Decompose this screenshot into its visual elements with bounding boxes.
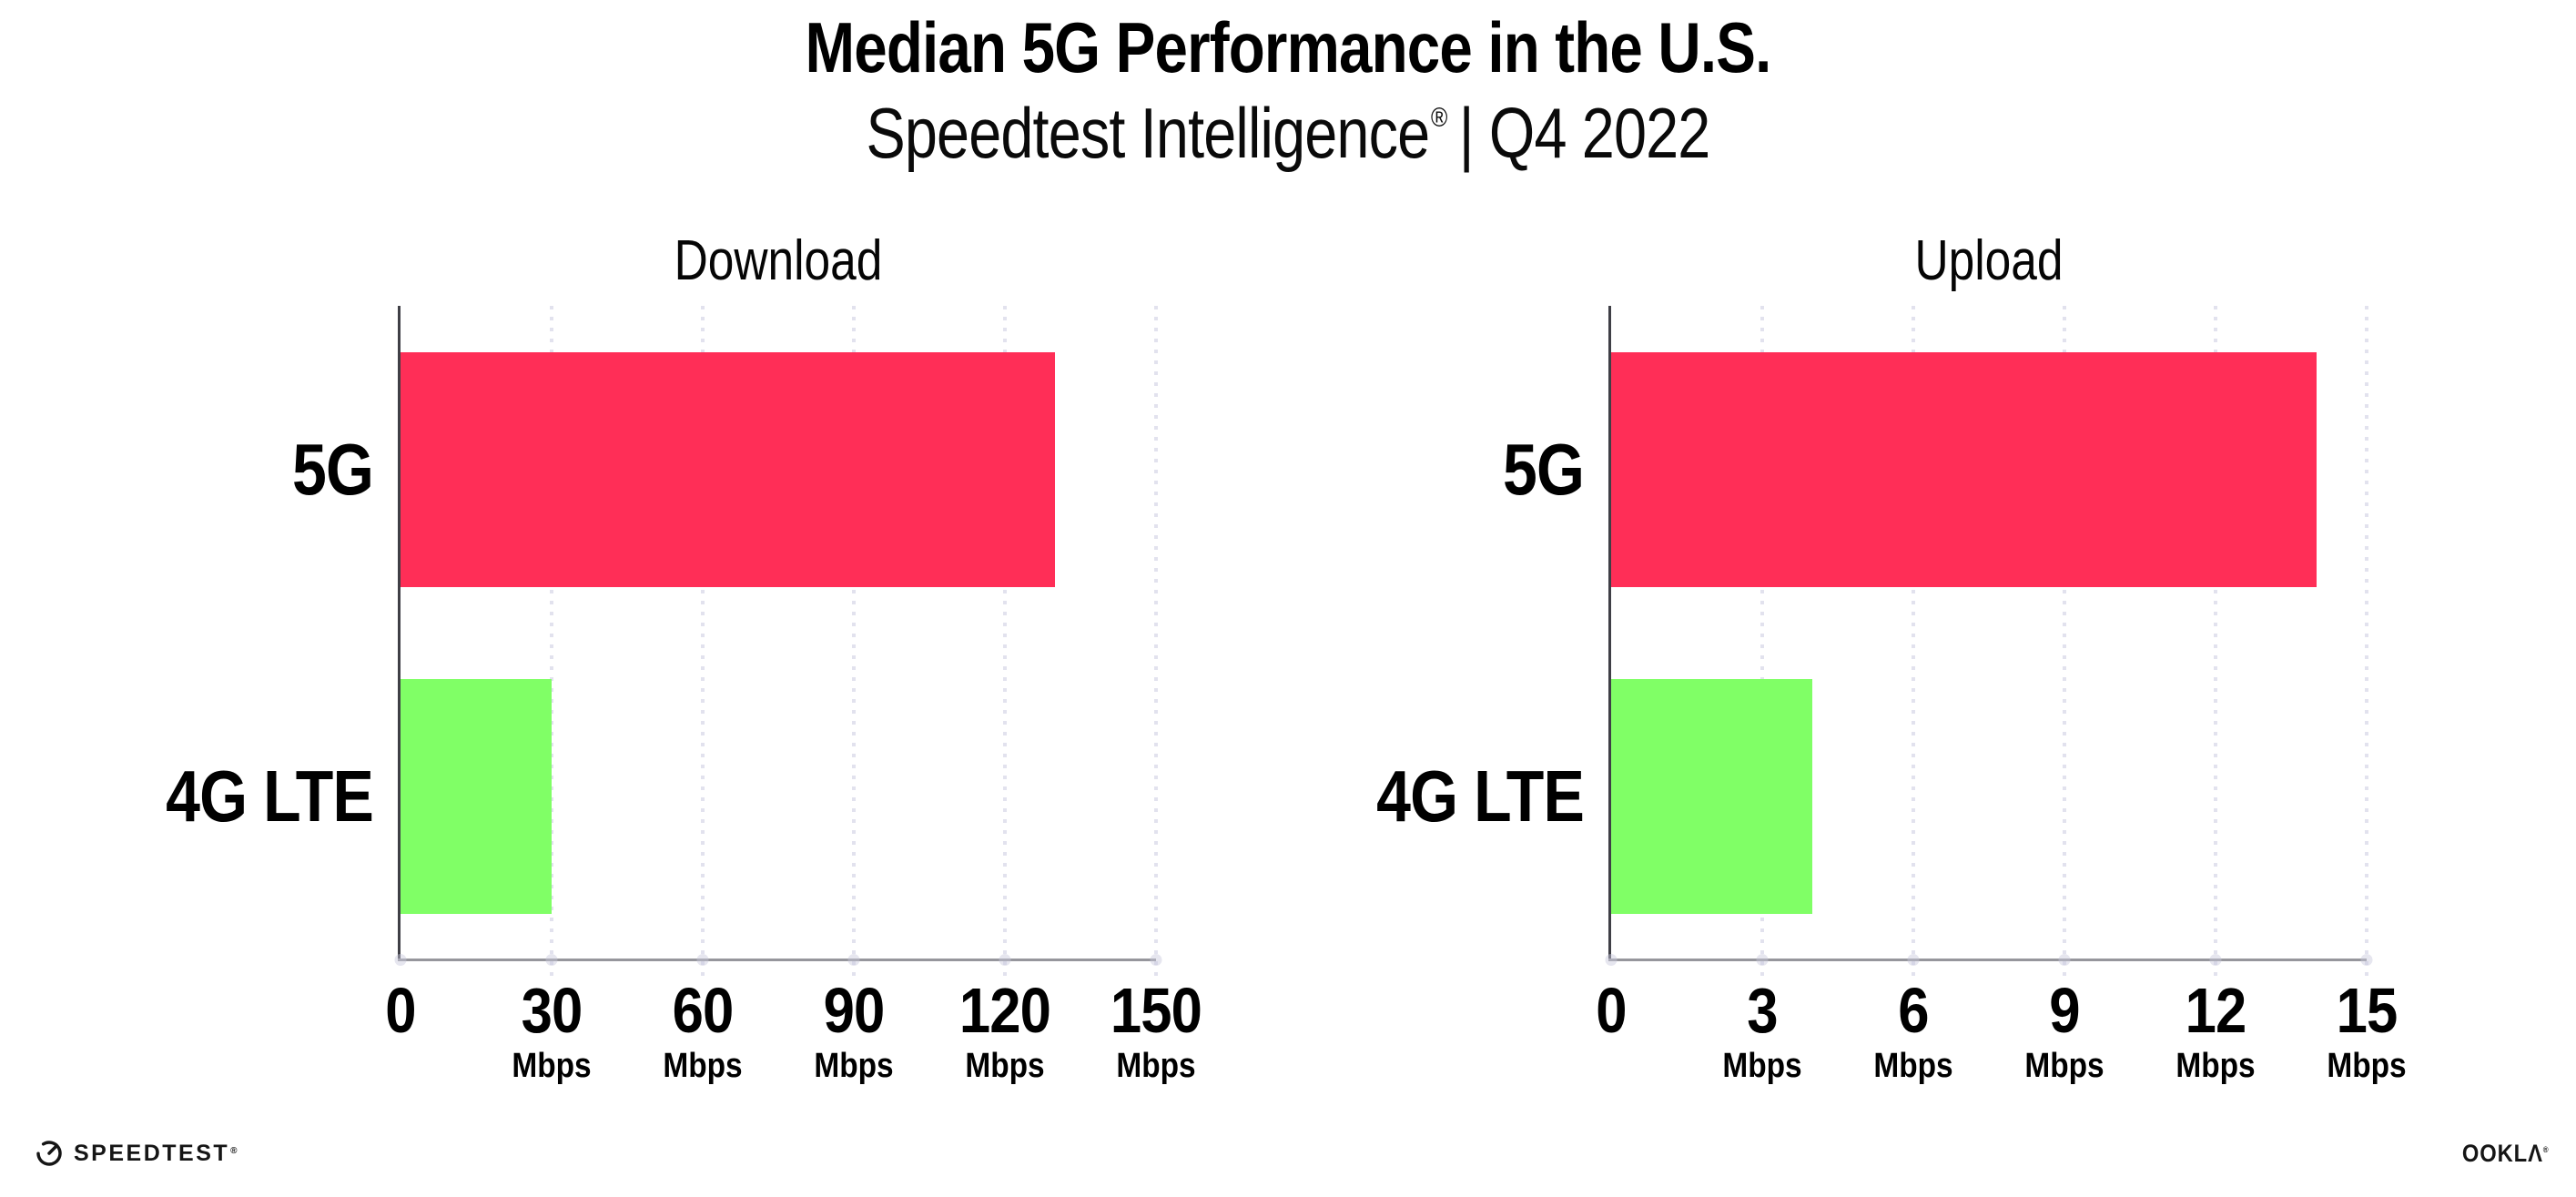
upload-chart: Upload 5G 4G LTE 0 3 Mbps 6 Mbps 9 Mbps 12 Mbps 15…	[1329, 209, 2421, 1106]
axis-tick-dot	[2360, 954, 2373, 966]
x-tick-unit: Mbps	[2024, 1047, 2104, 1085]
axis-tick-dot	[2209, 954, 2222, 966]
bar-4g-lte	[401, 679, 552, 914]
x-tick: 90 Mbps	[814, 979, 893, 1083]
axis-tick-dot	[394, 954, 407, 966]
x-tick-value: 12	[2185, 975, 2247, 1046]
category-label-5g: 5G	[291, 429, 374, 510]
x-tick-unit: Mbps	[2327, 1047, 2407, 1085]
speedtest-label: SPEEDTEST	[74, 1140, 230, 1166]
ookla-label: OOKLΛ	[2462, 1140, 2544, 1167]
x-tick-unit: Mbps	[1116, 1047, 1196, 1085]
x-tick-value: 6	[1898, 975, 1929, 1046]
x-tick: 15 Mbps	[2327, 979, 2406, 1083]
x-tick: 0	[1596, 975, 1627, 1046]
plot-area: 5G 4G LTE	[166, 306, 1162, 982]
subtitle-brand: Speedtest Intelligence	[866, 93, 1431, 173]
axis-tick-dot	[1756, 954, 1769, 966]
gridline	[2214, 306, 2217, 982]
x-tick: 30 Mbps	[512, 979, 591, 1083]
x-tick-value: 90	[823, 975, 886, 1046]
x-tick-value: 150	[1110, 975, 1202, 1046]
x-tick-unit: Mbps	[1873, 1047, 1953, 1085]
subtitle-period: | Q4 2022	[1458, 93, 1711, 173]
gridline	[2063, 306, 2066, 982]
y-axis	[1608, 306, 1611, 961]
x-tick-value: 120	[958, 975, 1051, 1046]
category-label-4g-lte: 4G LTE	[1376, 756, 1585, 837]
chart-title-download: Download	[674, 229, 883, 292]
axis-tick-dot	[545, 954, 558, 966]
x-tick-unit: Mbps	[814, 1047, 894, 1085]
bar-4g-lte	[1611, 679, 1813, 914]
x-tick-value: 0	[385, 975, 416, 1046]
speedtest-wordmark: SPEEDTEST®	[74, 1140, 238, 1166]
x-tick: 60 Mbps	[663, 979, 742, 1083]
gridline	[1003, 306, 1007, 982]
x-tick-unit: Mbps	[512, 1047, 592, 1085]
axis-tick-dot	[999, 954, 1011, 966]
bar-5g	[1611, 352, 2317, 587]
bar-5g	[401, 352, 1056, 587]
page-subtitle: Speedtest Intelligence® | Q4 2022	[219, 95, 2358, 171]
speedtest-logo: SPEEDTEST®	[35, 1135, 238, 1172]
ookla-registered-mark: ®	[2543, 1145, 2549, 1154]
axis-tick-dot	[847, 954, 860, 966]
axis-tick-dot	[696, 954, 709, 966]
x-tick-value: 3	[1747, 975, 1778, 1046]
axis-tick-dot	[1907, 954, 1920, 966]
x-axis	[398, 959, 1156, 961]
ookla-logo: OOKLΛ®	[2450, 1141, 2549, 1166]
x-tick-unit: Mbps	[965, 1047, 1045, 1085]
x-tick: 9 Mbps	[2024, 979, 2104, 1083]
gridline	[1760, 306, 1764, 982]
gridline	[1154, 306, 1158, 982]
speedtest-gauge-icon	[36, 1141, 62, 1166]
ookla-wordmark: OOKLΛ®	[2462, 1141, 2549, 1166]
axis-tick-dot	[1605, 954, 1618, 966]
gridline	[2365, 306, 2368, 982]
x-axis-labels: 0 30 Mbps 60 Mbps 90 Mbps 120 Mbps 150 Mbps	[385, 975, 1202, 1097]
plot-area: 5G 4G LTE	[1376, 306, 2373, 982]
x-axis-labels: 0 3 Mbps 6 Mbps 9 Mbps 12 Mbps 15 Mbps	[1596, 979, 2406, 1097]
x-tick-unit: Mbps	[1722, 1047, 1802, 1085]
gridline	[852, 306, 856, 982]
download-chart: Download 5G 4G LTE 0 30 Mbps 60 Mbps 90 Mbps 120…	[118, 209, 1211, 1106]
x-tick-value: 15	[2336, 975, 2399, 1046]
axis-tick-dot	[1150, 954, 1162, 966]
x-tick: 6 Mbps	[1873, 979, 1952, 1083]
x-tick: 3 Mbps	[1722, 979, 1801, 1083]
gridline	[701, 306, 705, 982]
x-tick-value: 0	[1596, 975, 1627, 1046]
registered-trademark-mark: ®	[1430, 103, 1447, 133]
x-tick: 0	[385, 975, 416, 1046]
speedtest-trademark-mark: ®	[230, 1145, 238, 1156]
category-label-4g-lte: 4G LTE	[166, 756, 374, 837]
gridline	[1912, 306, 1915, 982]
category-label-5g: 5G	[1502, 429, 1585, 510]
x-tick: 150 Mbps	[1111, 979, 1202, 1083]
x-tick: 12 Mbps	[2175, 979, 2255, 1083]
x-tick: 120 Mbps	[958, 975, 1051, 1085]
x-axis	[1608, 959, 2367, 961]
chart-title-upload: Upload	[1914, 229, 2064, 292]
x-tick-unit: Mbps	[2175, 1047, 2256, 1085]
x-tick-value: 60	[672, 975, 735, 1046]
x-tick-value: 30	[521, 975, 583, 1046]
page-title: Median 5G Performance in the U.S.	[805, 7, 1772, 87]
x-tick-value: 9	[2049, 975, 2080, 1046]
axis-tick-dot	[2058, 954, 2071, 966]
y-axis	[398, 306, 401, 961]
x-tick-unit: Mbps	[663, 1047, 743, 1085]
gridline	[550, 306, 553, 982]
